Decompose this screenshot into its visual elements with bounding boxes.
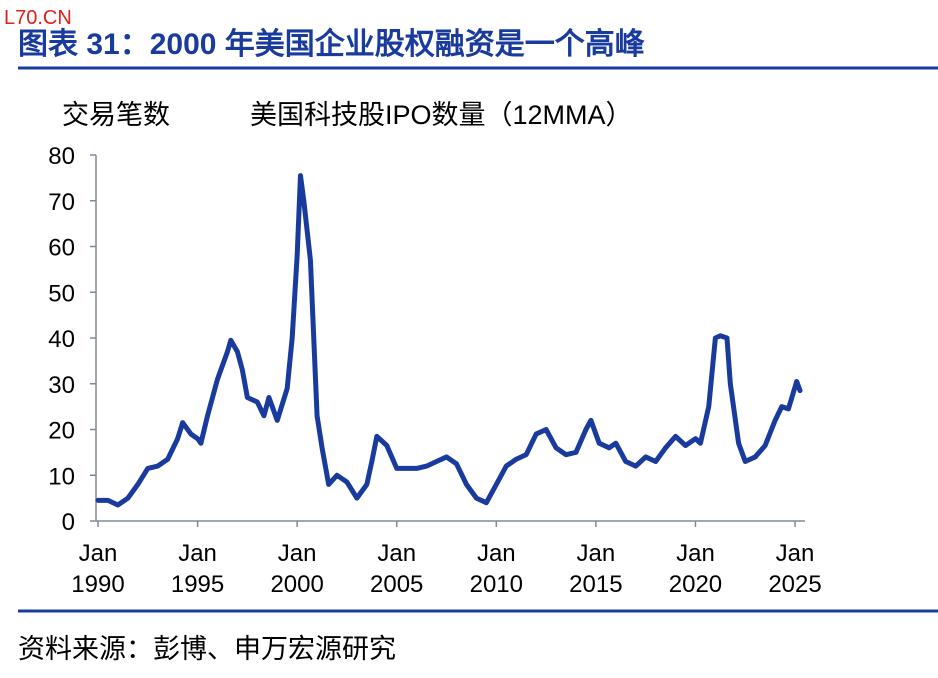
legend-entry: 美国科技股IPO数量（12MMA） [250,100,633,130]
y-tick-label: 40 [48,326,75,353]
x-tick-label: Jan 2005 [370,540,424,598]
x-tick-label: Jan 2000 [270,540,324,598]
chart-title: 图表 31：2000 年美国企业股权融资是一个高峰 [18,27,645,61]
x-tick-label: Jan 1995 [170,540,225,598]
x-tick-label: Jan 2020 [668,540,723,598]
data-line [95,173,803,508]
y-tick-label: 80 [48,143,75,170]
y-tick-label: 70 [48,189,75,216]
y-tick-label: 10 [48,463,75,490]
y-tick-label: 30 [48,372,75,399]
x-tick-label: Jan 2010 [469,540,523,598]
x-tick-label: Jan 2025 [768,540,822,598]
watermark: L70.CN [4,7,72,29]
source-note: 资料来源：彭博、申万宏源研究 [18,634,396,664]
y-tick-label: 20 [48,418,75,445]
y-axis-label: 交易笔数 [62,100,170,130]
y-tick-label: 0 [62,509,75,536]
x-tick-label: Jan 2015 [569,540,623,598]
x-tick-label: Jan 1990 [71,540,125,598]
y-tick-label: 60 [48,235,75,262]
y-tick-label: 50 [48,280,75,307]
